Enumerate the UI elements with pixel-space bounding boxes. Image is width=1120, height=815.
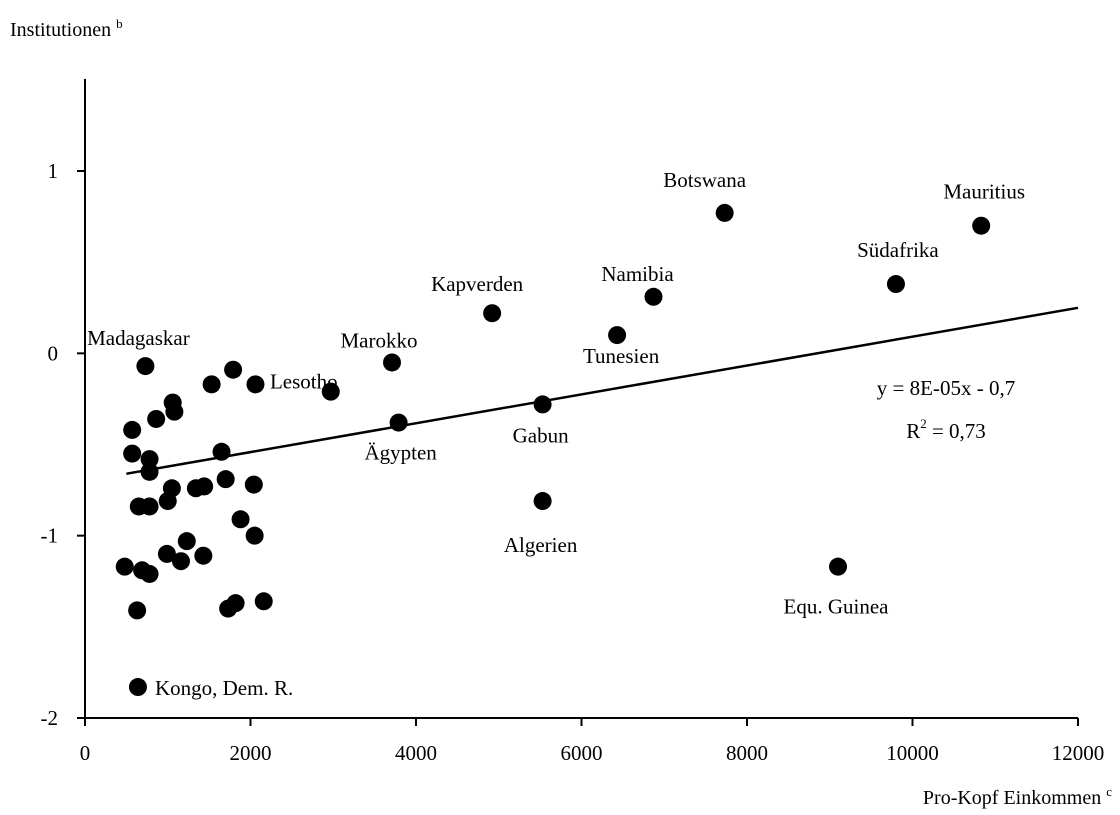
data-point [194,546,213,565]
y-tick-label: -2 [41,706,59,730]
data-point [254,592,273,611]
point-label: Botswana [663,168,747,192]
data-point [246,375,265,394]
trendline-equation: y = 8E-05x - 0,7 [877,376,1015,400]
x-tick-label: 12000 [1052,741,1105,765]
r-squared-label: R2 = 0,73 [906,416,986,443]
point-label: Madagaskar [87,326,190,350]
y-tick-label: 0 [48,341,59,365]
data-point [115,557,134,576]
data-point [389,413,408,432]
point-label: Equ. Guinea [784,595,890,619]
data-point [212,442,231,461]
point-label: Algerien [504,533,578,557]
data-point [608,326,627,345]
data-point [165,402,184,421]
data-point [886,275,905,294]
point-label: Mauritius [943,180,1025,204]
point-label: Ägypten [364,441,437,465]
point-label: Namibia [601,262,674,286]
x-tick-label: 4000 [395,741,437,765]
x-tick-label: 10000 [886,741,939,765]
data-point [231,510,250,529]
y-axis-title: Institutionen b [10,16,123,41]
trendline [126,306,1079,475]
x-tick-label: 6000 [561,741,603,765]
data-point [136,357,155,376]
data-point [829,557,848,576]
data-point [158,492,177,511]
data-point [157,544,176,563]
data-point [140,450,159,469]
point-label: Tunesien [583,344,660,368]
point-label: Lesotho [270,370,338,394]
data-point [224,360,243,379]
point-label: Marokko [341,328,418,352]
data-point [171,552,190,571]
data-point [216,470,235,489]
data-point [123,444,142,463]
y-tick-label: -1 [41,524,59,548]
data-point [483,304,502,323]
data-point [533,395,552,414]
data-point [147,409,166,428]
point-label: Südafrika [857,238,939,262]
data-point [383,353,402,372]
data-point [715,203,734,222]
point-label: Gabun [513,423,569,447]
point-label: Kapverden [431,272,524,296]
data-point [972,216,991,235]
x-tick-label: 2000 [230,741,272,765]
x-tick-label: 0 [80,741,91,765]
x-axis-title: Pro-Kopf Einkommen c [923,784,1112,809]
data-point [321,382,340,401]
data-point [177,532,196,551]
data-point [202,375,221,394]
data-point [128,601,147,620]
data-point [140,497,159,516]
x-tick-label: 8000 [726,741,768,765]
data-point [219,599,238,618]
point-label: Kongo, Dem. R. [155,676,293,700]
data-point [644,287,663,306]
data-point [245,526,264,545]
data-point [533,492,552,511]
y-tick-label: 1 [48,159,59,183]
data-point [140,462,159,481]
data-point [244,475,263,494]
data-point [123,420,142,439]
data-point [195,477,214,496]
data-point [128,678,147,697]
data-point [140,564,159,583]
